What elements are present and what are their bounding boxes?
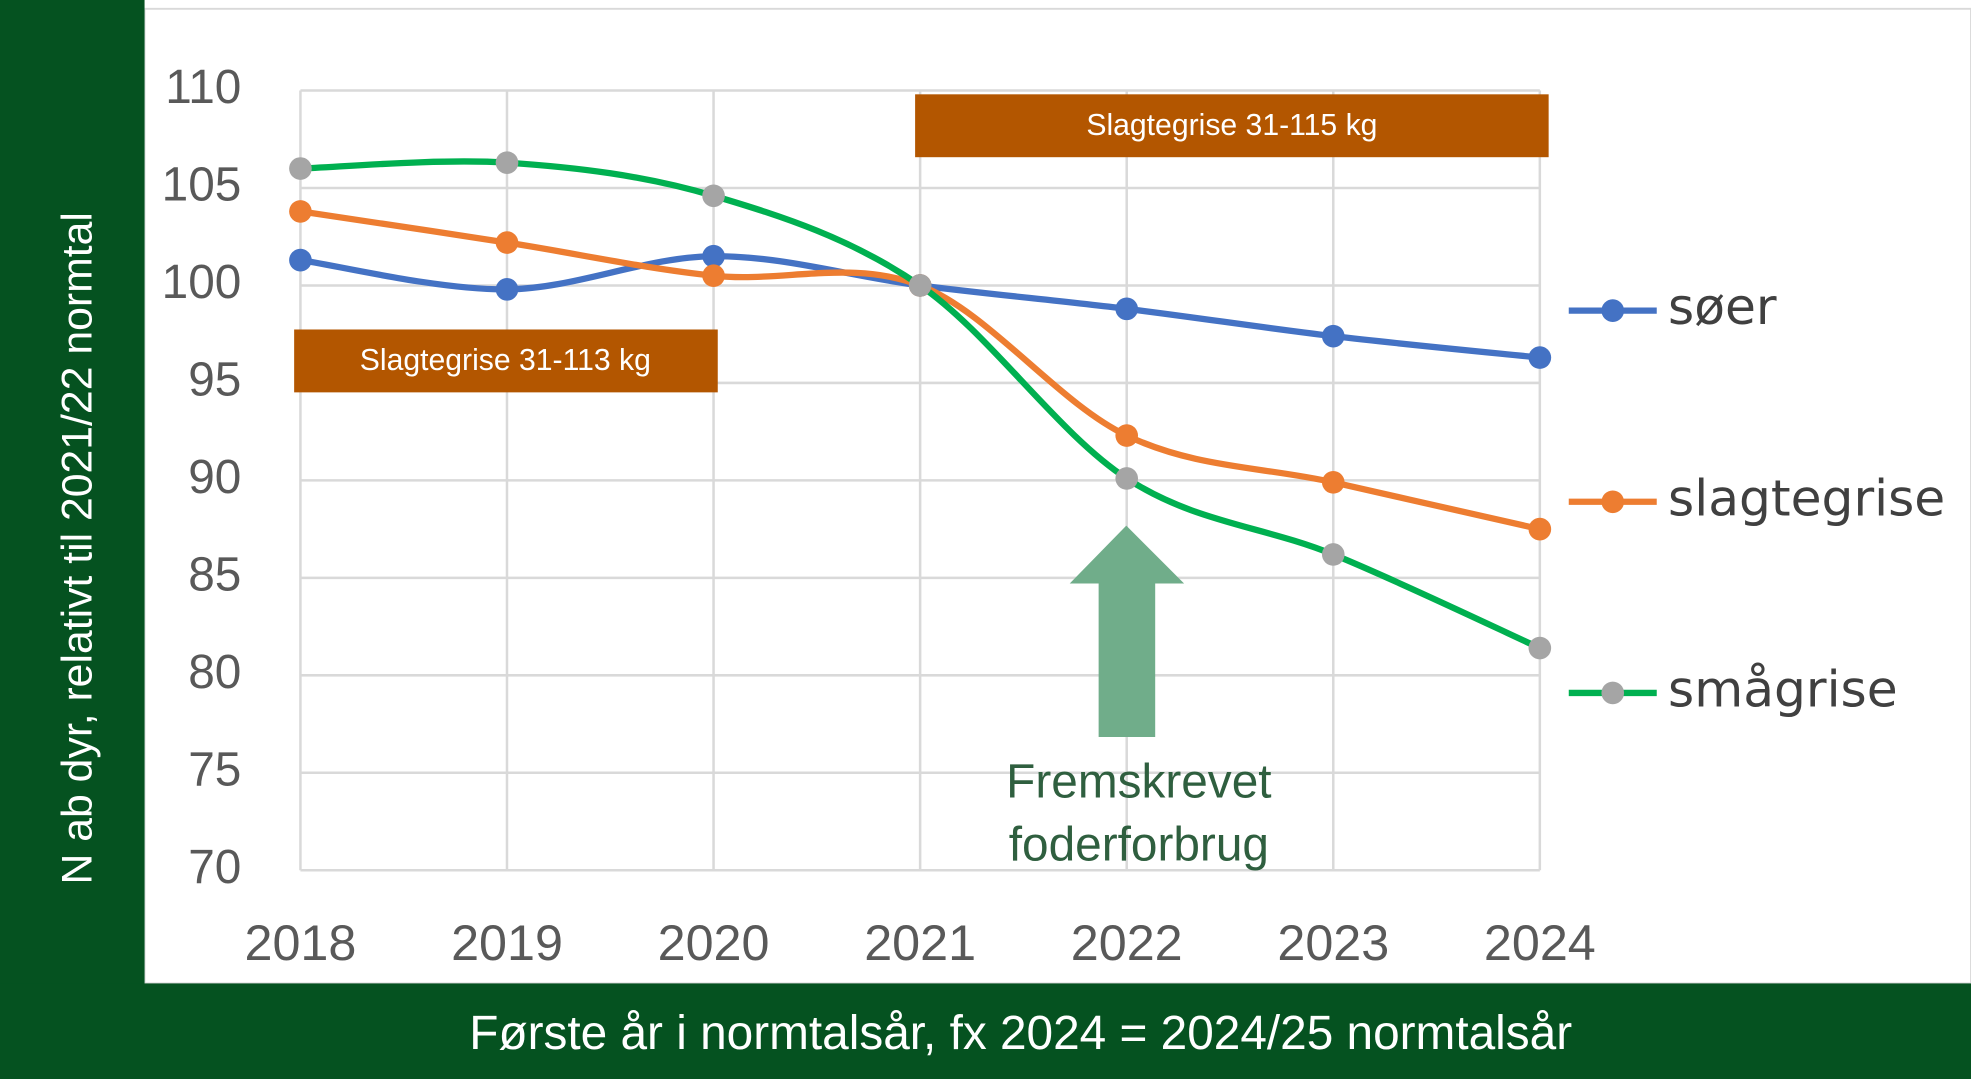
legend-marker: [1601, 299, 1625, 322]
y-tick-label: 85: [188, 548, 241, 601]
x-tick-label: 2024: [1484, 914, 1596, 971]
arrow: [1069, 525, 1185, 737]
x-tick-label: 2019: [451, 914, 563, 971]
annotation-box: [294, 329, 718, 393]
y-tick-label: 100: [162, 256, 242, 309]
y-tick-label: 80: [188, 646, 241, 699]
marker: [702, 264, 725, 288]
annotation: Fremskrevet foderforbrug: [1006, 755, 1271, 871]
y-tick-label: 95: [188, 354, 241, 407]
plot: søer slagtegrise smågrise: [289, 151, 1945, 718]
marker: [702, 244, 725, 268]
annotation: Slagtegrise 31-113 kg: [360, 344, 651, 377]
legend-marker: [1601, 681, 1625, 705]
marker: [702, 184, 725, 208]
legend-label: slagtegrise: [1668, 468, 1945, 527]
marker: [1528, 517, 1552, 541]
x-tick-label: 2023: [1277, 914, 1389, 971]
y-tick-label: 75: [188, 743, 241, 796]
y-tick-label: 70: [188, 841, 241, 894]
marker: [1115, 424, 1139, 447]
x-axis-label: Første år i normtalsår, fx 2024 = 2024/2…: [469, 1007, 1572, 1060]
y-axis-label: N ab dyr, relativt til 2021/22 normtal: [54, 212, 102, 884]
marker: [1528, 636, 1552, 660]
bottom-band: [0, 983, 1971, 1079]
annotation: Slagtegrise 31-115 kg: [1086, 109, 1377, 142]
grid: 70 75 80 85 90 95 100 105 110 2018 2019 2020 2021 202…: [162, 61, 1596, 971]
legend-marker: [1601, 490, 1625, 514]
marker: [289, 248, 312, 272]
marker: [1115, 297, 1139, 321]
y-tick-label: 90: [188, 451, 241, 504]
marker: [495, 278, 519, 301]
x-tick-label: 2022: [1071, 914, 1183, 971]
y-tick-label: 110: [165, 61, 241, 114]
marker: [495, 231, 519, 254]
x-tick-label: 2020: [658, 914, 770, 971]
legend-label: søer: [1668, 277, 1777, 336]
left-band: [0, 0, 145, 1079]
marker: [495, 151, 519, 174]
marker: [289, 157, 312, 180]
marker: [1528, 346, 1552, 369]
marker: [1321, 471, 1345, 494]
legend-label: smågrise: [1668, 659, 1898, 718]
annotation-box: [915, 94, 1549, 158]
marker: [1115, 467, 1139, 490]
marker: [908, 274, 932, 297]
x-tick-label: 2021: [864, 914, 976, 971]
x-tick-label: 2018: [245, 914, 357, 971]
marker: [1321, 324, 1345, 348]
marker: [289, 200, 312, 223]
y-tick-label: 105: [162, 159, 242, 212]
marker: [1321, 543, 1345, 566]
